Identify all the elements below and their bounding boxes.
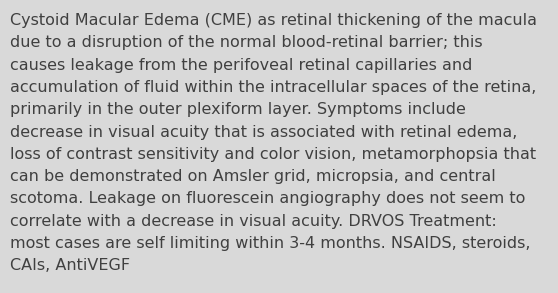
Text: Cystoid Macular Edema (CME) as retinal thickening of the macula: Cystoid Macular Edema (CME) as retinal t… bbox=[10, 13, 537, 28]
Text: loss of contrast sensitivity and color vision, metamorphopsia that: loss of contrast sensitivity and color v… bbox=[10, 147, 536, 162]
Text: scotoma. Leakage on fluorescein angiography does not seem to: scotoma. Leakage on fluorescein angiogra… bbox=[10, 191, 526, 206]
Text: primarily in the outer plexiform layer. Symptoms include: primarily in the outer plexiform layer. … bbox=[10, 102, 466, 117]
Text: CAIs, AntiVEGF: CAIs, AntiVEGF bbox=[10, 258, 130, 273]
Text: can be demonstrated on Amsler grid, micropsia, and central: can be demonstrated on Amsler grid, micr… bbox=[10, 169, 496, 184]
Text: most cases are self limiting within 3-4 months. NSAIDS, steroids,: most cases are self limiting within 3-4 … bbox=[10, 236, 531, 251]
Text: decrease in visual acuity that is associated with retinal edema,: decrease in visual acuity that is associ… bbox=[10, 125, 517, 139]
Text: due to a disruption of the normal blood-retinal barrier; this: due to a disruption of the normal blood-… bbox=[10, 35, 483, 50]
Text: causes leakage from the perifoveal retinal capillaries and: causes leakage from the perifoveal retin… bbox=[10, 58, 473, 73]
Text: accumulation of fluid within the intracellular spaces of the retina,: accumulation of fluid within the intrace… bbox=[10, 80, 536, 95]
Text: correlate with a decrease in visual acuity. DRVOS Treatment:: correlate with a decrease in visual acui… bbox=[10, 214, 497, 229]
